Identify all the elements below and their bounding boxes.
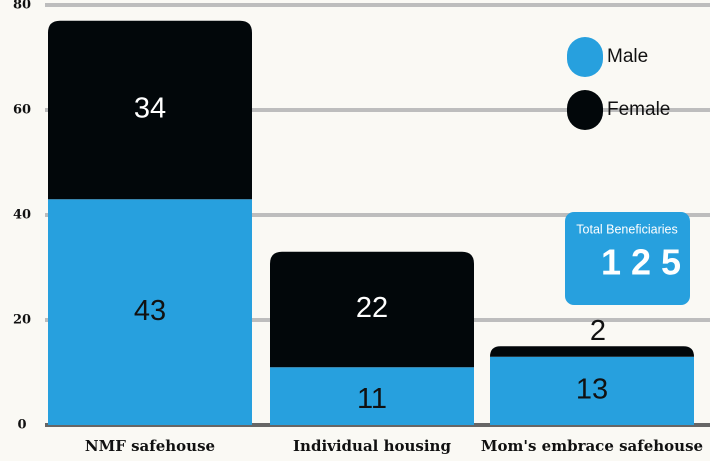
bar-segment bbox=[490, 346, 694, 357]
x-tick-label: NMF safehouse bbox=[85, 437, 215, 455]
x-tick-label: Individual housing bbox=[293, 437, 451, 455]
bar-segment bbox=[490, 356, 694, 425]
value-label: 34 bbox=[134, 93, 166, 125]
value-label: 11 bbox=[357, 383, 387, 415]
legend-label: Female bbox=[607, 99, 670, 120]
bar-segment bbox=[48, 20, 252, 200]
legend-swatch bbox=[567, 37, 603, 77]
y-tick-label: 60 bbox=[13, 103, 31, 118]
total-box bbox=[565, 212, 690, 305]
value-label: 22 bbox=[356, 292, 388, 324]
bar-segment bbox=[270, 367, 474, 425]
bar-segment bbox=[270, 251, 474, 368]
y-tick-label: 40 bbox=[13, 208, 31, 223]
y-tick-label: 80 bbox=[13, 0, 31, 13]
legend-label: Male bbox=[607, 46, 648, 67]
y-tick-label: 20 bbox=[13, 313, 31, 328]
legend-swatch bbox=[567, 90, 603, 130]
total-label: Total Beneficiaries bbox=[576, 222, 677, 236]
total-value: 1 2 5 bbox=[601, 242, 681, 283]
value-label: 2 bbox=[590, 315, 606, 347]
bar-segment bbox=[48, 199, 252, 425]
y-tick-label: 0 bbox=[17, 418, 26, 433]
x-tick-label: Mom's embrace safehouse bbox=[481, 437, 703, 455]
value-label: 43 bbox=[134, 295, 166, 327]
value-label: 13 bbox=[576, 374, 608, 406]
